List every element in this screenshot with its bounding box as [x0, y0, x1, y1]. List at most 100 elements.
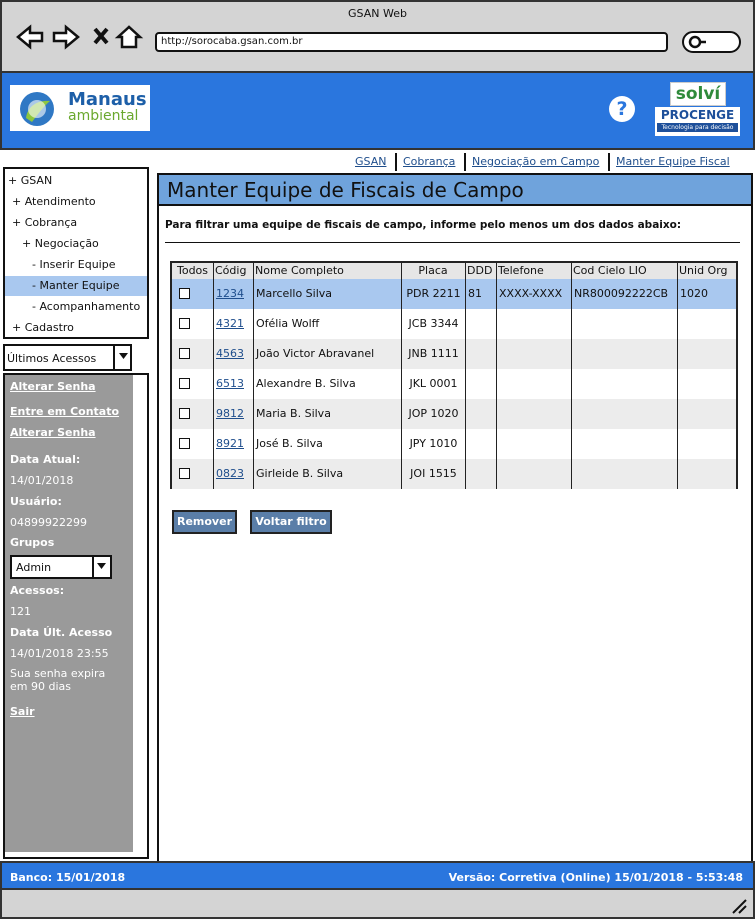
breadcrumb-separator — [608, 153, 610, 171]
breadcrumb-link[interactable]: Cobrança — [403, 155, 456, 168]
cell: JNB 1111 — [408, 347, 459, 360]
table-row — [172, 399, 736, 429]
partner-tagline: Tecnologia para decisão — [657, 123, 738, 132]
link[interactable]: Alterar Senha — [10, 380, 96, 393]
checkbox[interactable] — [179, 318, 190, 329]
link[interactable]: Alterar Senha — [10, 426, 96, 439]
cell: JOI 1515 — [410, 467, 457, 480]
table-row — [172, 279, 736, 309]
code-link[interactable]: 1234 — [216, 287, 244, 300]
column-divider — [401, 263, 402, 489]
nav-icons — [16, 24, 144, 50]
breadcrumb-link[interactable]: Manter Equipe Fiscal — [616, 155, 730, 168]
home-button[interactable] — [114, 25, 144, 49]
cell: Marcello Silva — [256, 287, 333, 300]
cell: 1020 — [680, 287, 708, 300]
menu-item[interactable]: - Manter Equipe — [32, 279, 120, 292]
menu-tree: + GSAN + Atendimento + Cobrança + Negociaçã… — [3, 167, 149, 339]
checkbox[interactable] — [179, 408, 190, 419]
partner-name: PROCENGE — [660, 108, 735, 122]
dropdown-arrow — [92, 555, 110, 579]
help-button[interactable]: ? — [609, 96, 635, 122]
table-row — [172, 339, 736, 369]
cell: Alexandre B. Silva — [256, 377, 356, 390]
resize-grip — [732, 899, 747, 914]
breadcrumb-link[interactable]: GSAN — [355, 155, 387, 168]
instruction: Para filtrar uma equipe de fiscais de ca… — [165, 219, 682, 231]
column-divider — [465, 263, 466, 489]
code-link[interactable]: 0823 — [216, 467, 244, 480]
checkbox[interactable] — [179, 348, 190, 359]
menu-item[interactable]: + Negociação — [22, 237, 99, 250]
header-row — [172, 263, 736, 279]
url: http://sorocaba.gsan.com.br — [161, 36, 303, 47]
footer: Banco: 15/01/2018 Versão: Corretiva (Onl… — [0, 861, 755, 890]
cell: JOP 1020 — [408, 407, 459, 420]
recent-label: Últimos Acessos — [7, 352, 97, 365]
code-link[interactable]: 8921 — [216, 437, 244, 450]
menu-item[interactable]: - Acompanhamento — [32, 300, 141, 313]
table-row — [172, 369, 736, 399]
group-dropdown[interactable]: Admin — [10, 555, 112, 579]
label: Acessos: — [10, 584, 65, 597]
label: Usuário: — [10, 495, 62, 508]
partner-logo: solví — [670, 82, 726, 106]
value: 14/01/2018 — [10, 474, 74, 487]
url-bar[interactable]: http://sorocaba.gsan.com.br — [155, 32, 668, 52]
menu-item[interactable]: + GSAN — [8, 174, 53, 187]
code-link[interactable]: 4321 — [216, 317, 244, 330]
menu-item[interactable]: + Cadastro — [12, 321, 74, 334]
code-link[interactable]: 4563 — [216, 347, 244, 360]
group: Admin — [16, 561, 52, 574]
menu-item[interactable]: + Cobrança — [12, 216, 78, 229]
checkbox[interactable] — [179, 288, 190, 299]
menu-item[interactable]: - Inserir Equipe — [32, 258, 116, 271]
stop-button[interactable] — [93, 27, 109, 45]
cell: NR800092222CB — [574, 287, 669, 300]
status-bar — [0, 890, 755, 919]
value: 04899922299 — [10, 516, 87, 529]
column-divider — [677, 263, 678, 489]
menu-item[interactable]: + Atendimento — [12, 195, 96, 208]
back-button[interactable] — [16, 24, 44, 50]
logo-subtext: ambiental — [68, 108, 139, 124]
logo-text: Manaus — [68, 89, 147, 110]
logo-icon — [20, 92, 54, 126]
button[interactable]: Voltar filtro — [250, 510, 332, 534]
column-header: Unid Org — [679, 264, 728, 277]
column-header: Códig — [215, 264, 247, 277]
recent-dropdown[interactable]: Últimos Acessos — [3, 344, 132, 371]
cell: José B. Silva — [256, 437, 323, 450]
button[interactable]: Remover — [172, 510, 237, 534]
bank-date: Banco: 15/01/2018 — [10, 871, 126, 884]
column-divider — [496, 263, 497, 489]
breadcrumb-link[interactable]: Negociação em Campo — [472, 155, 600, 168]
cell: Ofélia Wolff — [256, 317, 320, 330]
code-link[interactable]: 6513 — [216, 377, 244, 390]
breadcrumb-separator — [395, 153, 397, 171]
forward-button[interactable] — [52, 24, 80, 50]
data-table: Todos Códig Nome Completo Placa DDD Telefone C… — [170, 261, 738, 489]
column-header: DDD — [467, 264, 493, 277]
window-title: GSAN Web — [348, 7, 407, 20]
separator — [165, 242, 740, 243]
version: Versão: Corretiva (Online) 15/01/2018 - … — [448, 871, 743, 884]
link[interactable]: Entre em Contato — [10, 405, 120, 418]
checkbox[interactable] — [179, 378, 190, 389]
value: 14/01/2018 23:55 — [10, 647, 109, 660]
checkbox[interactable] — [179, 438, 190, 449]
search-box[interactable] — [682, 30, 742, 54]
logo[interactable]: Manaus ambiental — [10, 85, 150, 131]
code-link[interactable]: 9812 — [216, 407, 244, 420]
cell: João Victor Abravanel — [256, 347, 375, 360]
logout-link[interactable]: Sair — [10, 705, 35, 718]
checkbox[interactable] — [179, 468, 190, 479]
breadcrumb-separator — [464, 153, 466, 171]
cell: JPY 1010 — [409, 437, 458, 450]
column-header: Placa — [418, 264, 448, 277]
cell: PDR 2211 — [406, 287, 461, 300]
dropdown-arrow — [113, 344, 132, 371]
page-title: Manter Equipe de Fiscais de Campo — [157, 173, 753, 206]
column-header: Telefone — [498, 264, 544, 277]
